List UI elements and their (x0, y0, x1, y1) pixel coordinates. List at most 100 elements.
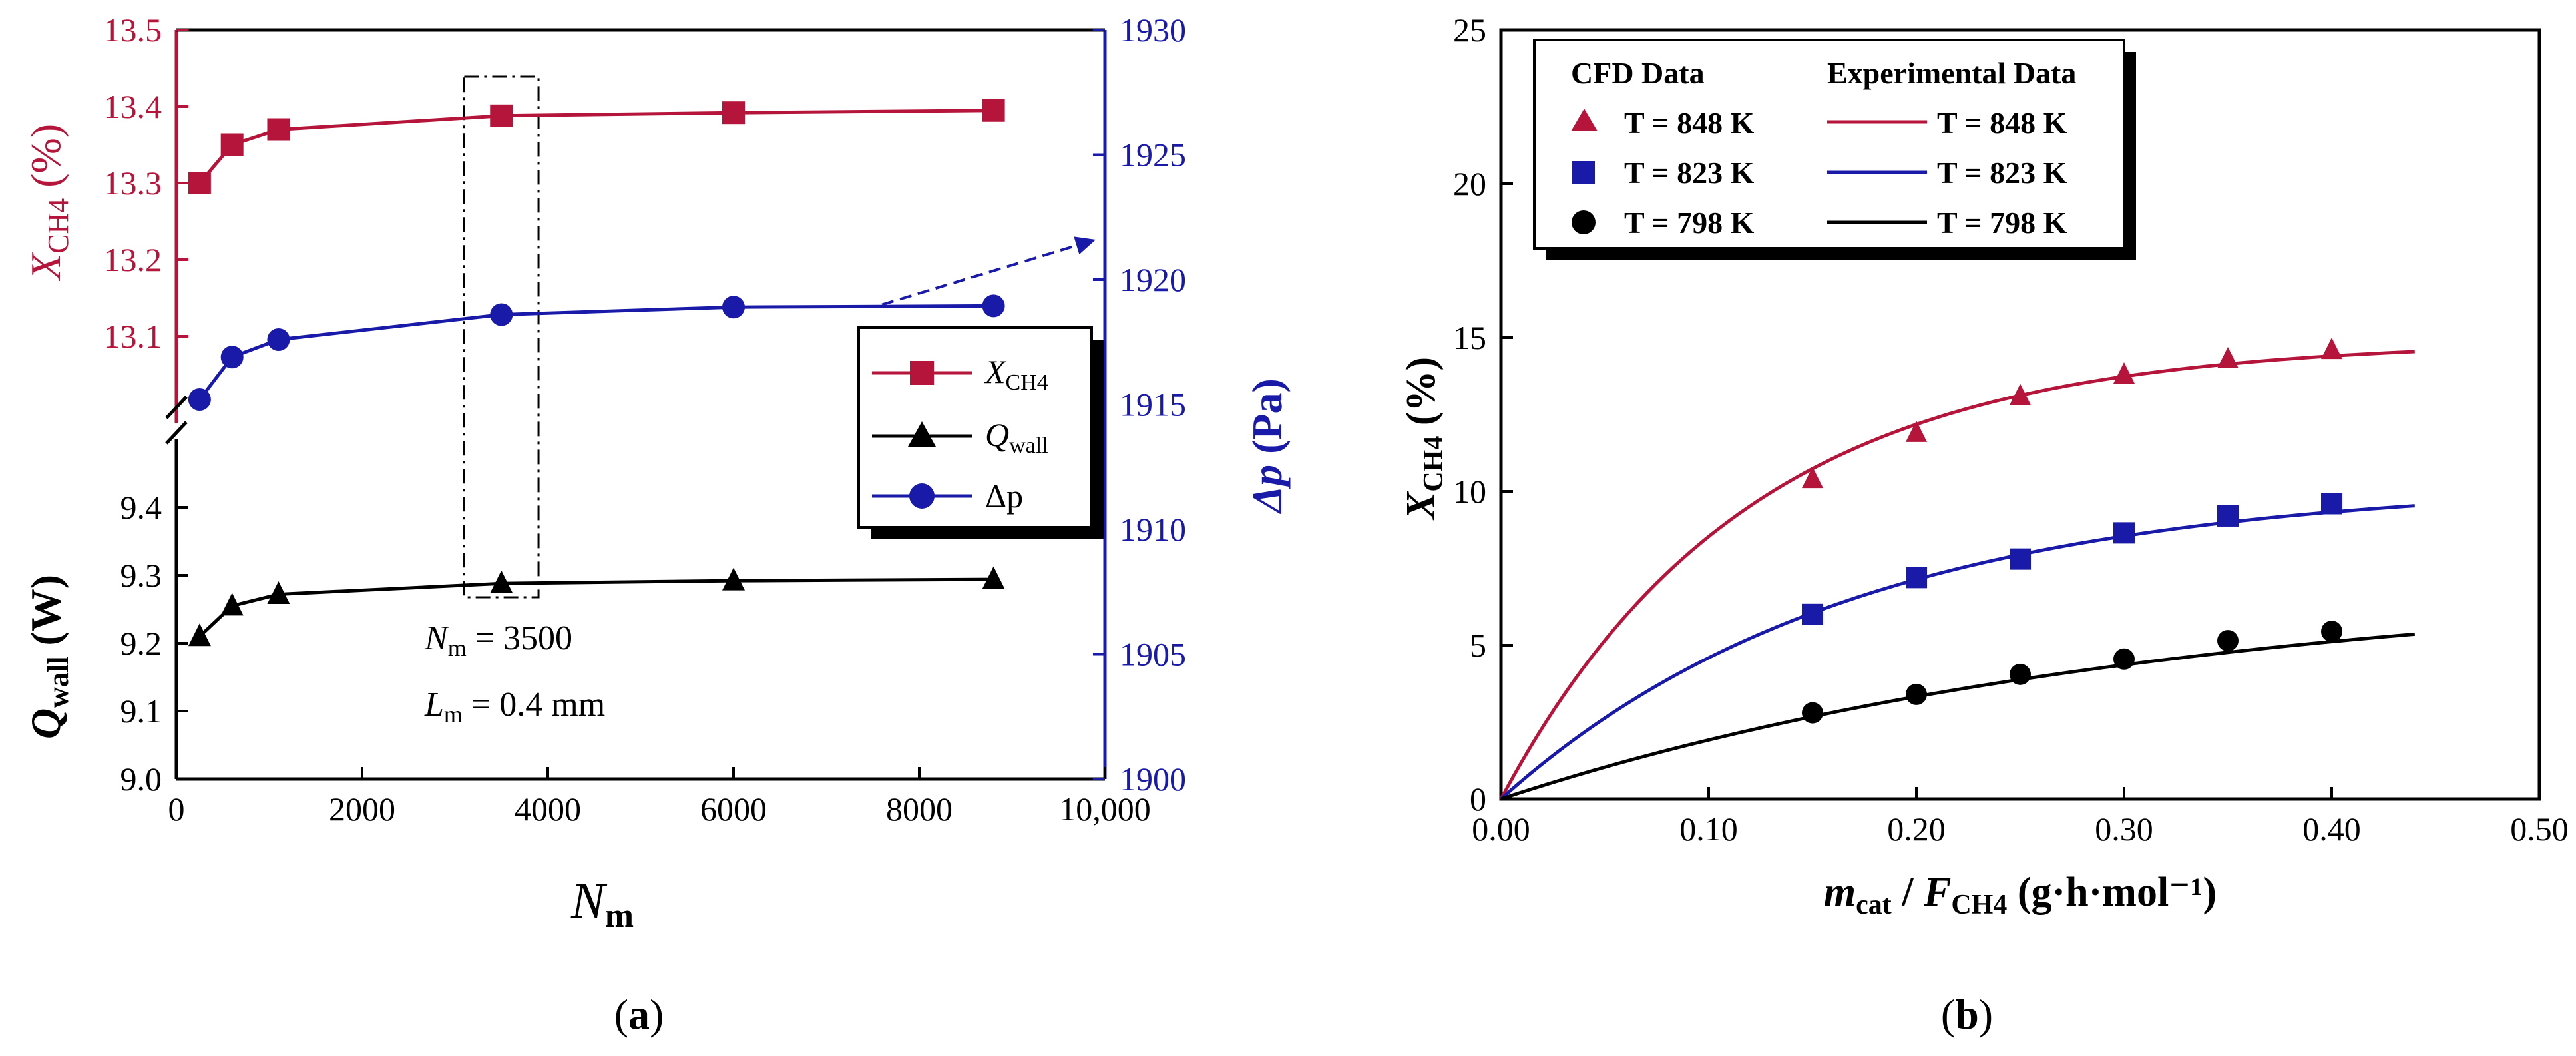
left-lower-tick-label: 9.3 (120, 557, 162, 594)
y-tick-label: 25 (1453, 11, 1486, 49)
panel-b-label: (b) (1941, 991, 1993, 1038)
series-line (198, 577, 994, 638)
legend-cfd-848: T = 848 K (1624, 106, 1755, 140)
right-tick-label: 1925 (1120, 136, 1186, 174)
panel-b-legend: CFD Data Experimental Data T = 848 K T =… (1533, 39, 2136, 260)
right-axis-ticks: 1900 1905 1910 1915 1920 1925 1930 (1093, 11, 1186, 798)
legend-triangle-marker (908, 421, 936, 447)
cfd-data-point (2321, 493, 2342, 515)
right-tick-label: 1920 (1120, 261, 1186, 298)
experimental-curve (1500, 632, 2416, 801)
left-upper-tick-label: 13.1 (104, 318, 162, 355)
right-axis-title: Δp (Pa) (1243, 378, 1291, 515)
cfd-data-point (2217, 630, 2239, 652)
data-point (188, 388, 211, 411)
plot-frame (1499, 28, 2541, 801)
legend-cfd-798: T = 798 K (1624, 206, 1755, 240)
y-axis-ticks: 0 5 10 15 20 25 (1453, 11, 1513, 818)
legend-cfd-823: T = 823 K (1624, 156, 1755, 190)
right-tick-label: 1900 (1120, 760, 1186, 798)
left-upper-axis-ticks: 13.1 13.2 13.3 13.4 13.5 (104, 11, 188, 355)
left-lower-tick-label: 9.0 (120, 760, 162, 798)
series-line (198, 109, 994, 184)
x-tick-label: 10,000 (1059, 790, 1151, 828)
data-point (220, 133, 244, 156)
legend-label-dp: Δp (985, 477, 1023, 515)
cfd-data-point (2217, 505, 2239, 527)
cfd-data-point (2113, 362, 2135, 384)
legend-label-q: Qwall (985, 416, 1048, 458)
cfd-data-point (1906, 567, 1927, 589)
x-axis-ticks: 0.00 0.10 0.20 0.30 0.40 0.50 (1472, 787, 2569, 848)
data-point (220, 346, 244, 369)
cfd-data-point (1802, 702, 1823, 724)
panel-a-legend: XCH4 Qwall Δp (857, 326, 1104, 539)
right-tick-label: 1930 (1120, 11, 1186, 49)
left-upper-tick-label: 13.2 (104, 241, 162, 278)
cfd-data-point (1906, 683, 1927, 705)
annotation-nm: Nm = 3500 (424, 619, 572, 661)
legend-exp-848: T = 848 K (1937, 106, 2067, 140)
x-tick-label: 8000 (886, 790, 953, 828)
annotation-lm: Lm = 0.4 mm (424, 686, 605, 728)
cfd-data-point (1802, 467, 1823, 489)
panel-a-chart: 0 2000 4000 6000 8000 10,000 13.1 13.2 13.3 13.4… (22, 11, 1291, 1038)
experimental-curve (1499, 350, 2415, 800)
legend-box (1533, 39, 2125, 250)
x-tick-label: 4000 (515, 790, 581, 828)
data-point (722, 101, 745, 125)
y-axis-title: XCH4 (%) (1398, 357, 1449, 521)
selected-mesh-box (463, 75, 540, 599)
left-upper-tick-label: 13.5 (104, 11, 162, 49)
data-point (220, 593, 244, 616)
x-tick-label: 0.50 (2510, 810, 2569, 848)
cfd-data-point (2321, 338, 2342, 360)
series-layer (188, 99, 1005, 647)
x-tick-label: 0.30 (2095, 810, 2153, 848)
y-tick-label: 15 (1453, 319, 1486, 356)
data-point (188, 172, 211, 194)
legend-circle-marker (1572, 210, 1596, 234)
right-tick-label: 1905 (1120, 636, 1186, 673)
left-upper-axis-title: XCH4 (%) (22, 124, 75, 282)
x-tick-label: 0.10 (1679, 810, 1738, 848)
right-tick-label: 1910 (1120, 511, 1186, 548)
legend-label-x: XCH4 (984, 353, 1048, 395)
legend-header-exp: Experimental Data (1827, 56, 2076, 90)
y-tick-label: 5 (1470, 627, 1486, 664)
data-point (982, 99, 1005, 122)
y-tick-label: 20 (1453, 165, 1486, 202)
legend-header-cfd: CFD Data (1571, 56, 1705, 90)
right-tick-label: 1915 (1120, 386, 1186, 423)
left-lower-axis-ticks: 9.0 9.1 9.2 9.3 9.4 (120, 489, 188, 798)
data-point (722, 296, 745, 319)
data-point (267, 118, 290, 141)
left-lower-axis-title: Qwall (W) (22, 575, 75, 739)
axis-break-mark (165, 396, 188, 419)
data-point (188, 623, 211, 647)
left-lower-tick-label: 9.1 (120, 692, 162, 730)
left-upper-tick-label: 13.4 (104, 88, 162, 125)
x-tick-label: 6000 (700, 790, 767, 828)
trend-arrow (881, 244, 1077, 306)
cfd-data-point (2010, 384, 2031, 405)
x-tick-label: 0.00 (1472, 810, 1530, 848)
left-lower-tick-label: 9.4 (120, 489, 162, 526)
x-axis-title: mcat / FCH4 (g·h·mol⁻¹) (1824, 870, 2217, 920)
x-tick-label: 2000 (329, 790, 395, 828)
legend-square-marker (1572, 161, 1595, 184)
left-upper-tick-label: 13.3 (104, 164, 162, 202)
cfd-data-point (1802, 603, 1823, 625)
legend-circle-marker (909, 483, 935, 509)
cfd-data-point (2113, 648, 2135, 670)
y-tick-label: 10 (1453, 473, 1486, 510)
series-layer (1499, 338, 2416, 801)
cfd-data-point (1906, 420, 1927, 442)
trend-arrowhead (1074, 236, 1096, 255)
x-axis-title: Nm (570, 873, 634, 935)
cfd-data-point (2010, 663, 2031, 685)
data-point (267, 328, 290, 351)
y-tick-label: 0 (1470, 780, 1486, 818)
cfd-data-point (2321, 621, 2342, 643)
data-point (490, 570, 513, 593)
